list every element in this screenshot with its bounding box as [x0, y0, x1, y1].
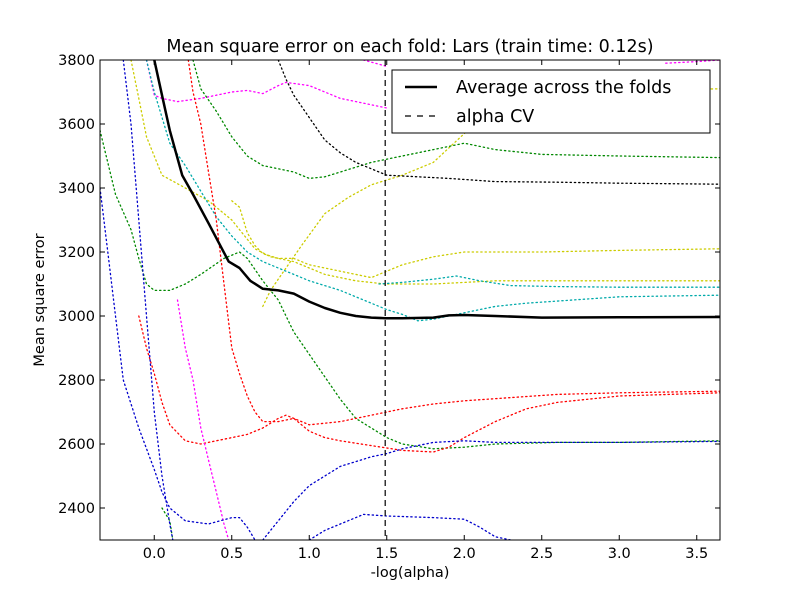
fold-line-8 [192, 60, 720, 180]
y-axis-ticks: 2400 2600 2800 3000 3200 3400 3600 3800 [58, 53, 720, 517]
fold-line-4 [231, 200, 720, 279]
fold-line-11 [138, 315, 720, 445]
legend-average-label: Average across the folds [456, 78, 671, 98]
fold-line-18 [277, 60, 720, 185]
x-tick-label: 0.0 [143, 546, 166, 562]
y-tick-label: 2800 [58, 373, 95, 389]
average-series-group [153, 60, 720, 320]
x-tick-label: 1.0 [298, 546, 321, 562]
average-line [153, 60, 720, 320]
y-tick-label: 2600 [58, 437, 95, 453]
y-tick-label: 3800 [58, 53, 95, 69]
y-tick-label: 2400 [58, 501, 95, 517]
fold-line-16 [308, 513, 512, 540]
y-tick-label: 3600 [58, 117, 95, 133]
x-tick-label: 2.5 [530, 546, 553, 562]
fold-line-6 [145, 60, 720, 322]
x-tick-label: 1.5 [375, 546, 398, 562]
fold-series-group [100, 60, 720, 540]
fold-line-1 [362, 60, 388, 68]
x-tick-label: 3.5 [685, 546, 708, 562]
fold-line-17 [122, 60, 174, 540]
fold-line-5 [262, 88, 720, 308]
x-tick-label: 0.5 [220, 546, 243, 562]
fold-line-7 [378, 275, 720, 288]
x-tick-label: 3.0 [608, 546, 631, 562]
fold-line-15 [262, 440, 720, 540]
legend: Average across the folds alpha CV [391, 69, 711, 134]
fold-line-0 [145, 60, 388, 109]
x-axis-label: -log(alpha) [371, 565, 450, 581]
y-tick-label: 3000 [58, 309, 95, 325]
y-axis-label: Mean square error [32, 233, 48, 366]
legend-box [391, 69, 711, 134]
fold-line-10 [161, 507, 174, 540]
y-tick-label: 3200 [58, 245, 95, 261]
fold-line-14 [100, 187, 256, 540]
fold-line-9 [100, 129, 720, 450]
fold-line-3 [130, 60, 720, 285]
fold-line-13 [176, 299, 230, 540]
y-tick-label: 3400 [58, 181, 95, 197]
legend-alpha-cv-label: alpha CV [456, 107, 534, 127]
x-tick-label: 2.0 [453, 546, 476, 562]
plot-frame [99, 59, 721, 541]
chart-title: Mean square error on each fold: Lars (tr… [166, 37, 653, 57]
fold-line-12 [187, 60, 720, 453]
x-axis-ticks: 0.0 0.5 1.0 1.5 2.0 2.5 3.0 3.5 [143, 60, 708, 562]
